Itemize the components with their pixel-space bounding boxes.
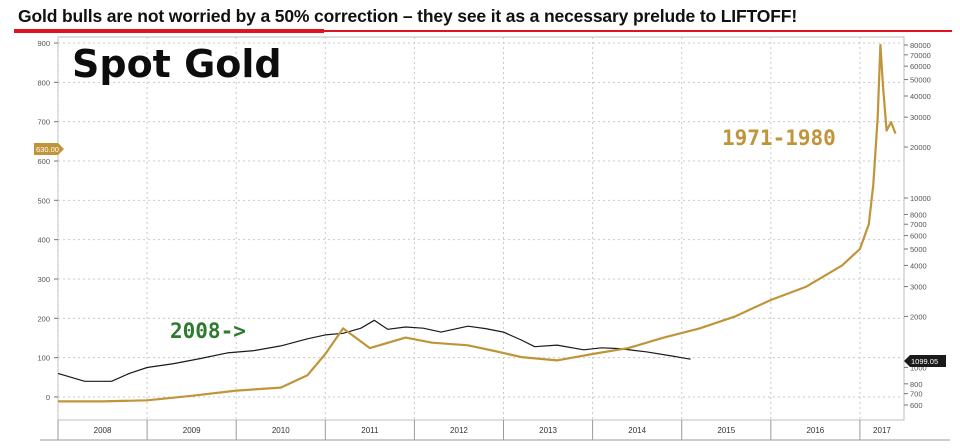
- left-axis: 0 100 200 300 400 500 600 700 800 900: [37, 39, 58, 402]
- left-tick-label: 900: [37, 39, 50, 48]
- left-badge-label: 630.00: [36, 145, 59, 154]
- right-tick-label: 800: [910, 380, 923, 389]
- left-tick-label: 600: [37, 157, 50, 166]
- right-tick-label: 8000: [910, 210, 927, 219]
- left-badge: 630.00: [34, 143, 64, 155]
- left-tick-label: 300: [37, 275, 50, 284]
- left-tick-label: 200: [37, 314, 50, 323]
- right-tick-label: 6000: [910, 232, 927, 241]
- right-axis: 6007008001000200030004000500060007000800…: [904, 41, 931, 410]
- x-tick-label: 2013: [539, 426, 557, 435]
- right-tick-label: 70000: [910, 51, 931, 60]
- right-tick-label: 5000: [910, 245, 927, 254]
- chart-title: Spot Gold: [72, 42, 282, 86]
- right-tick-label: 600: [910, 401, 923, 410]
- headline-underline: [14, 30, 952, 32]
- right-badge-label: 1099.05: [911, 357, 938, 366]
- x-tick-label: 2016: [806, 426, 824, 435]
- series-layer: [57, 43, 897, 403]
- left-tick-label: 700: [37, 118, 50, 127]
- left-tick-label: 500: [37, 196, 50, 205]
- x-tick-label: 2010: [272, 426, 290, 435]
- series-1971-1980-line: [58, 43, 897, 403]
- x-tick-label: 2011: [361, 426, 379, 435]
- right-tick-label: 7000: [910, 220, 927, 229]
- x-tick-label: 2009: [183, 426, 201, 435]
- annotation-1971-1980: 1971-1980: [722, 126, 836, 150]
- x-axis: 2008 2009 2010 2011 2012 2013 2014 2015 2016 2017: [40, 420, 950, 441]
- left-badge-shape: [34, 143, 64, 155]
- left-tick-label: 100: [37, 354, 50, 363]
- right-tick-label: 700: [910, 390, 923, 399]
- plot-area: [57, 36, 905, 421]
- left-tick-label: 400: [37, 236, 50, 245]
- right-tick-label: 30000: [910, 113, 931, 122]
- right-tick-label: 80000: [910, 41, 931, 50]
- x-tick-label: 2017: [873, 426, 891, 435]
- annotation-2008: 2008->: [170, 319, 246, 343]
- x-tick-label: 2015: [717, 426, 735, 435]
- right-tick-label: 50000: [910, 76, 931, 85]
- right-tick-label: 1000: [910, 363, 927, 372]
- right-badge-shape: [904, 355, 946, 367]
- gridlines: [57, 37, 904, 420]
- x-tick-label: 2012: [450, 426, 468, 435]
- right-tick-label: 60000: [910, 62, 931, 71]
- right-badge: 1099.05: [904, 355, 946, 367]
- series-2008-line: [57, 319, 691, 382]
- right-tick-label: 40000: [910, 92, 931, 101]
- left-tick-label: 0: [46, 393, 50, 402]
- right-tick-label: 4000: [910, 261, 927, 270]
- right-tick-label: 20000: [910, 143, 931, 152]
- right-tick-label: 10000: [910, 194, 931, 203]
- x-tick-label: 2014: [628, 426, 646, 435]
- left-tick-label: 800: [37, 78, 50, 87]
- right-tick-label: 2000: [910, 312, 927, 321]
- headline-underline-accent: [14, 29, 324, 33]
- x-tick-label: 2008: [94, 426, 112, 435]
- right-tick-label: 3000: [910, 283, 927, 292]
- headline: Gold bulls are not worried by a 50% corr…: [18, 6, 797, 26]
